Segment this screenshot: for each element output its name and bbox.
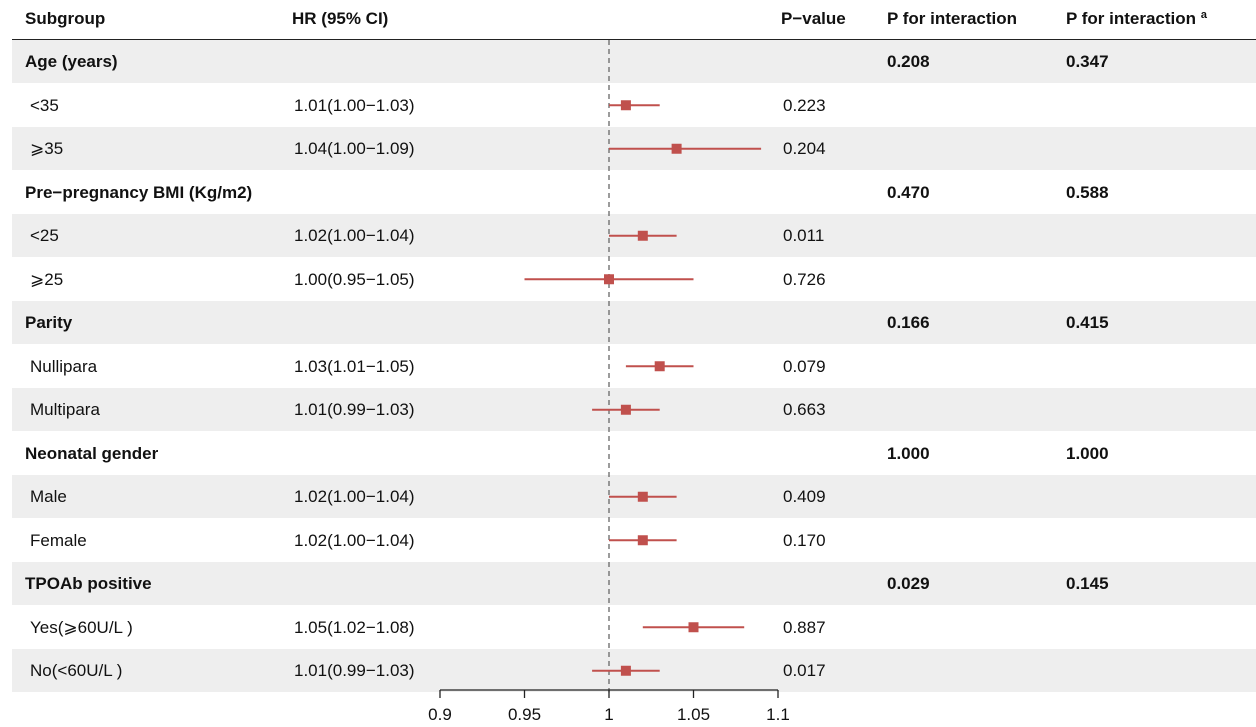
hr-ci-text: 1.01(0.99−1.03) (294, 400, 415, 419)
p-interaction-a: 0.415 (1066, 313, 1109, 332)
header-subgroup: Subgroup (25, 9, 106, 28)
p-value: 0.170 (783, 530, 826, 550)
p-value: 0.887 (783, 617, 826, 637)
p-value: 0.663 (783, 400, 826, 419)
subgroup-row: Nullipara 1.03(1.01−1.05) 0.079 (12, 345, 1256, 388)
p-interaction: 0.029 (887, 574, 930, 593)
hr-ci-text: 1.03(1.01−1.05) (294, 356, 415, 376)
subgroup-row: ⩾35 1.04(1.00−1.09) 0.204 (12, 127, 1256, 170)
subgroup-row: <25 1.02(1.00−1.04) 0.011 (12, 214, 1256, 257)
p-value: 0.223 (783, 95, 826, 115)
p-interaction-a: 1.000 (1066, 443, 1109, 463)
row-label: <35 (30, 95, 59, 115)
p-value: 0.204 (783, 139, 826, 158)
group-row: TPOAb positive 0.029 0.145 (12, 562, 1256, 605)
p-value: 0.079 (783, 356, 826, 376)
x-tick-label: 1.05 (677, 705, 710, 724)
row-label: Yes(⩾60U/L ) (30, 617, 133, 637)
x-tick-label: 0.9 (428, 705, 452, 724)
header-p-interaction: P for interaction (887, 9, 1018, 28)
row-label: Pre−pregnancy BMI (Kg/m2) (25, 182, 253, 202)
x-tick-label: 1 (604, 705, 613, 724)
table-header: Subgroup HR (95% CI) P−value P for inter… (0, 0, 1256, 39)
row-label: Neonatal gender (25, 443, 159, 463)
subgroup-row: Yes(⩾60U/L ) 1.05(1.02−1.08) 0.887 (12, 606, 1256, 649)
hr-ci-text: 1.01(1.00−1.03) (294, 95, 415, 115)
p-interaction: 0.208 (887, 52, 930, 71)
p-interaction: 0.166 (887, 313, 930, 332)
row-label: Male (30, 487, 67, 506)
group-row: Neonatal gender 1.000 1.000 (12, 432, 1256, 475)
p-interaction-a: 0.347 (1066, 52, 1109, 71)
p-value: 0.409 (783, 487, 826, 506)
p-interaction-a: 0.145 (1066, 574, 1109, 593)
hr-ci-text: 1.05(1.02−1.08) (294, 617, 415, 637)
row-label: <25 (30, 226, 59, 245)
hr-ci-text: 1.02(1.00−1.04) (294, 530, 415, 550)
subgroup-row: Multipara 1.01(0.99−1.03) 0.663 (12, 388, 1256, 431)
hr-ci-text: 1.01(0.99−1.03) (294, 661, 415, 680)
header-p-interaction-a: P for interaction ª (1066, 9, 1208, 28)
group-row: Age (years) 0.208 0.347 (12, 40, 1256, 83)
x-tick-label: 0.95 (508, 705, 541, 724)
subgroup-row: <35 1.01(1.00−1.03) 0.223 (12, 84, 1256, 127)
hr-ci-text: 1.00(0.95−1.05) (294, 269, 415, 289)
row-label: Age (years) (25, 52, 118, 71)
row-label: TPOAb positive (25, 574, 152, 593)
subgroup-row: ⩾25 1.00(0.95−1.05) 0.726 (12, 258, 1256, 301)
x-tick-label: 1.1 (766, 705, 790, 724)
p-value: 0.011 (783, 226, 825, 245)
hr-ci-text: 1.04(1.00−1.09) (294, 139, 415, 158)
header-hr: HR (95% CI) (292, 9, 389, 28)
row-label: ⩾35 (30, 139, 64, 158)
hr-ci-text: 1.02(1.00−1.04) (294, 226, 415, 245)
row-label: No(<60U/L ) (30, 661, 123, 680)
p-interaction: 0.470 (887, 182, 930, 202)
row-label: Nullipara (30, 356, 98, 376)
subgroup-row: Male 1.02(1.00−1.04) 0.409 (12, 475, 1256, 518)
p-value: 0.017 (783, 661, 826, 680)
subgroup-row: Female 1.02(1.00−1.04) 0.170 (12, 519, 1256, 562)
p-interaction: 1.000 (887, 443, 930, 463)
subgroup-row: No(<60U/L ) 1.01(0.99−1.03) 0.017 (12, 649, 1256, 692)
group-row: Pre−pregnancy BMI (Kg/m2) 0.470 0.588 (12, 171, 1256, 214)
header-pvalue: P−value (781, 9, 846, 28)
row-label: Multipara (30, 400, 100, 419)
hr-ci-text: 1.02(1.00−1.04) (294, 487, 415, 506)
group-row: Parity 0.166 0.415 (12, 301, 1256, 344)
row-label: Parity (25, 313, 73, 332)
p-interaction-a: 0.588 (1066, 182, 1109, 202)
row-label: ⩾25 (30, 269, 64, 289)
row-label: Female (30, 530, 87, 550)
p-value: 0.726 (783, 269, 826, 289)
